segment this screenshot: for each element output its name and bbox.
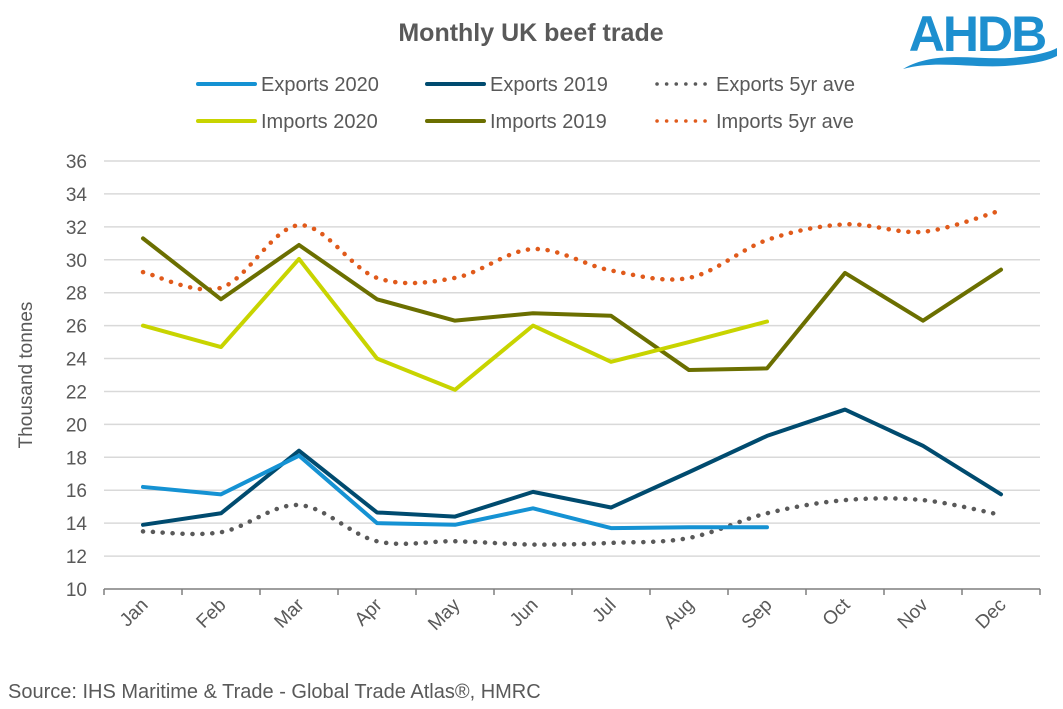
y-tick-label: 12	[66, 547, 87, 568]
series-line-imports-5yr-ave	[140, 208, 1004, 292]
legend-item: Exports 5yr ave	[655, 74, 855, 96]
y-tick-label: 22	[66, 382, 87, 403]
legend-label: Exports 5yr ave	[716, 74, 855, 96]
legend-item: Imports 2019	[425, 111, 607, 133]
y-tick-label: 26	[66, 317, 87, 338]
x-tick-label: Jan	[116, 595, 153, 632]
x-tick-label: Jun	[506, 595, 543, 632]
y-axis-title: Thousand tonnes	[16, 302, 37, 449]
y-tick-label: 18	[66, 448, 87, 469]
y-tick-label: 24	[66, 350, 88, 371]
y-tick-label: 30	[66, 251, 87, 272]
legend-item: Imports 2020	[196, 111, 378, 133]
series-line-imports-2020	[141, 256, 769, 392]
legend-item: Exports 2020	[196, 74, 379, 96]
legend-item: Imports 5yr ave	[655, 111, 854, 133]
legend-item: Exports 2019	[425, 74, 608, 96]
series-line-exports-2020	[141, 453, 769, 531]
x-tick-label: Nov	[894, 594, 933, 633]
y-tick-label: 10	[66, 580, 87, 601]
legend-label: Imports 2020	[261, 111, 378, 133]
y-axis: 10 12 14 16 18 20 22 24 26 28 30 32 34 36	[66, 152, 88, 601]
x-tick-label: Feb	[193, 595, 231, 633]
y-tick-label: 34	[66, 185, 88, 206]
source-note: Source: IHS Maritime & Trade - Global Tr…	[8, 681, 541, 703]
series-lines	[140, 208, 1004, 547]
x-tick-label: Jul	[589, 595, 621, 627]
x-tick-label: Sep	[738, 595, 777, 634]
y-tick-label: 14	[66, 514, 88, 535]
legend-label: Imports 5yr ave	[716, 111, 854, 133]
y-tick-label: 16	[66, 481, 87, 502]
x-tick-label: Apr	[351, 594, 387, 630]
chart-title: Monthly UK beef trade	[398, 19, 663, 47]
legend-label: Exports 2020	[261, 74, 379, 96]
ahdb-logo: AHDB	[903, 6, 1057, 69]
legend: Exports 2020 Exports 2019 Exports 5yr ave I…	[196, 74, 855, 133]
series-line-imports-2019	[141, 236, 1003, 373]
series-line-exports-5yr-ave	[140, 496, 1004, 547]
legend-label: Exports 2019	[490, 74, 608, 96]
gridlines	[104, 160, 1040, 557]
logo-wave-icon	[903, 48, 1057, 69]
x-tick-label: Mar	[271, 594, 309, 632]
y-tick-label: 20	[66, 415, 87, 436]
x-tick-label: May	[424, 594, 465, 635]
x-tick-label: Dec	[972, 595, 1011, 634]
legend-label: Imports 2019	[490, 111, 607, 133]
y-tick-label: 28	[66, 284, 87, 305]
x-axis: Jan Feb Mar Apr May Jun Jul Aug Sep Oct Nov Dec	[103, 588, 1041, 635]
x-tick-label: Oct	[819, 594, 855, 630]
y-tick-label: 32	[66, 218, 87, 239]
logo-text: AHDB	[909, 6, 1045, 62]
x-tick-label: Aug	[660, 595, 699, 634]
y-tick-label: 36	[66, 152, 87, 173]
